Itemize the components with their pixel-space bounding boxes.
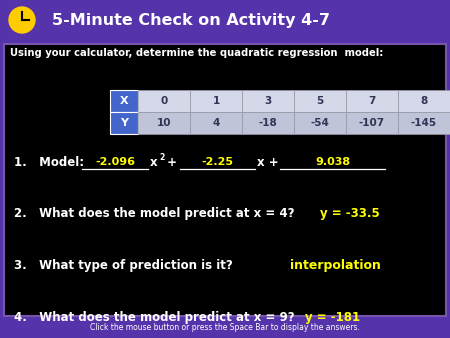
Text: 4.   What does the model predict at x = 9?: 4. What does the model predict at x = 9? (14, 312, 295, 324)
Text: 8: 8 (420, 96, 427, 106)
FancyBboxPatch shape (190, 90, 242, 112)
Text: 4: 4 (212, 118, 220, 128)
Text: -2.25: -2.25 (202, 157, 234, 167)
Text: 0: 0 (160, 96, 167, 106)
Text: -107: -107 (359, 118, 385, 128)
Text: x: x (150, 155, 157, 169)
FancyBboxPatch shape (138, 112, 190, 134)
Text: 1.   Model:: 1. Model: (14, 155, 84, 169)
Text: -145: -145 (411, 118, 437, 128)
Text: -2.096: -2.096 (95, 157, 135, 167)
Text: Y: Y (120, 118, 128, 128)
FancyBboxPatch shape (242, 90, 294, 112)
FancyBboxPatch shape (242, 112, 294, 134)
Text: 1: 1 (212, 96, 220, 106)
Text: x +: x + (257, 155, 283, 169)
FancyBboxPatch shape (110, 112, 138, 134)
Circle shape (9, 7, 35, 33)
Text: X: X (120, 96, 128, 106)
Text: 7: 7 (368, 96, 376, 106)
Text: interpolation: interpolation (290, 260, 381, 272)
Text: 3: 3 (265, 96, 272, 106)
Text: 2.   What does the model predict at x = 4?: 2. What does the model predict at x = 4? (14, 208, 294, 220)
FancyBboxPatch shape (4, 44, 446, 316)
Text: 5-Minute Check on Activity 4-7: 5-Minute Check on Activity 4-7 (52, 13, 330, 27)
FancyBboxPatch shape (346, 90, 398, 112)
Text: -54: -54 (310, 118, 329, 128)
FancyBboxPatch shape (294, 90, 346, 112)
FancyBboxPatch shape (138, 90, 190, 112)
FancyBboxPatch shape (110, 90, 138, 112)
Text: +: + (163, 155, 181, 169)
FancyBboxPatch shape (346, 112, 398, 134)
Text: 9.038: 9.038 (315, 157, 350, 167)
Text: Click the mouse button or press the Space Bar to display the answers.: Click the mouse button or press the Spac… (90, 322, 360, 332)
FancyBboxPatch shape (398, 90, 450, 112)
FancyBboxPatch shape (190, 112, 242, 134)
Text: 10: 10 (157, 118, 171, 128)
Text: -18: -18 (259, 118, 277, 128)
Text: y = -33.5: y = -33.5 (320, 208, 380, 220)
Text: 3.   What type of prediction is it?: 3. What type of prediction is it? (14, 260, 233, 272)
Text: y = -181: y = -181 (305, 312, 360, 324)
FancyBboxPatch shape (398, 112, 450, 134)
Text: Using your calculator, determine the quadratic regression  model:: Using your calculator, determine the qua… (10, 48, 383, 58)
Text: 5: 5 (316, 96, 324, 106)
Text: 2: 2 (159, 152, 164, 162)
FancyBboxPatch shape (294, 112, 346, 134)
